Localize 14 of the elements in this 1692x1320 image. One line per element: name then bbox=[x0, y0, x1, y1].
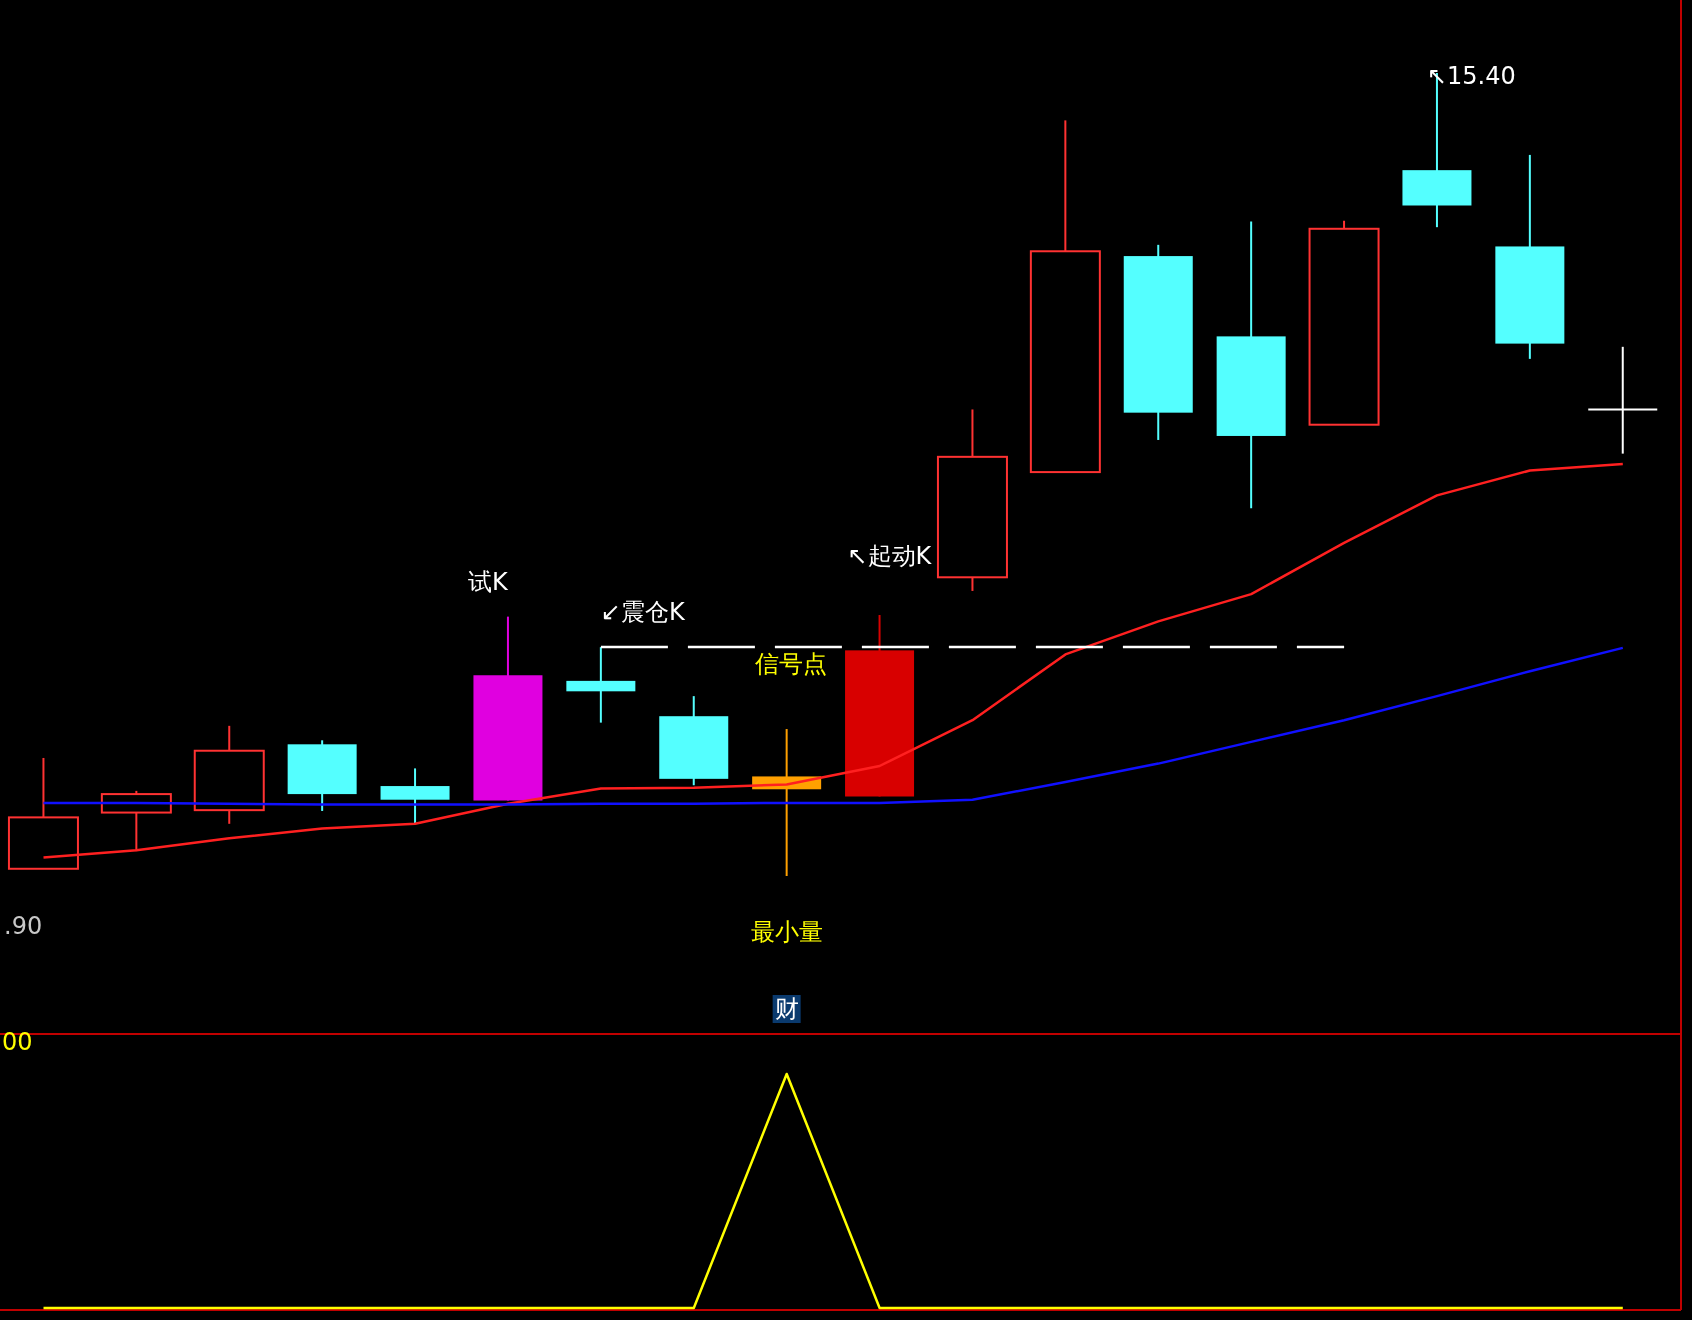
annotation: 试K bbox=[468, 568, 510, 596]
candlestick bbox=[1587, 345, 1659, 455]
candlestick bbox=[936, 408, 1008, 592]
annotation: ↙震仓K bbox=[600, 598, 686, 626]
candlestick bbox=[380, 767, 450, 825]
annotation: ↖起动K bbox=[847, 542, 933, 570]
annotation: ↖15.40 bbox=[1426, 62, 1516, 90]
candlestick bbox=[566, 646, 636, 724]
text: 最小量 bbox=[750, 918, 823, 946]
candlestick bbox=[193, 724, 265, 825]
text: 00 bbox=[2, 1028, 33, 1056]
annotation: 信号点 bbox=[754, 650, 827, 678]
text: .90 bbox=[4, 912, 43, 940]
text: 财 bbox=[774, 995, 799, 1023]
